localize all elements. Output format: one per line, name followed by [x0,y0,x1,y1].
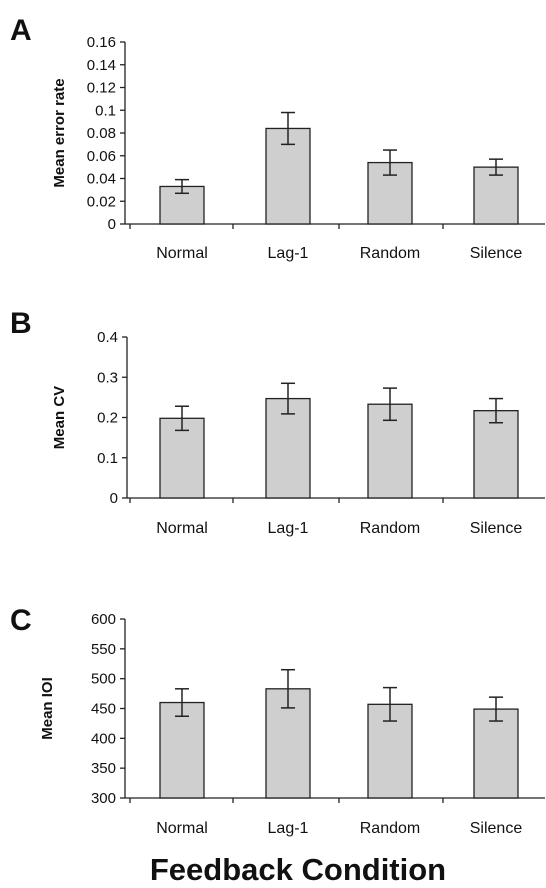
x-category-label: Lag-1 [268,820,309,837]
y-tick-label: 0.04 [87,171,116,188]
y-tick-label: 0.4 [97,329,118,346]
y-tick-label: 0.12 [87,80,116,97]
panel-letter: A [10,14,32,47]
x-category-label: Random [360,245,420,262]
y-tick-label: 0 [108,216,116,233]
error-bar-silence [489,696,503,722]
y-tick-label: 0.1 [97,450,118,467]
error-bar-lag-1 [281,111,295,146]
y-tick-label: 0.16 [87,34,116,51]
x-category-label: Normal [156,820,208,837]
error-bar-random [383,686,397,722]
y-tick-label: 0.08 [87,125,116,142]
panel-letter: C [10,604,32,637]
x-category-label: Silence [470,245,523,262]
error-bar-normal [175,405,189,432]
panel-letter: B [10,307,32,340]
y-tick-label: 600 [91,611,116,628]
x-category-label: Lag-1 [268,245,309,262]
x-category-label: Silence [470,820,523,837]
x-category-label: Normal [156,245,208,262]
error-bar-normal [175,178,189,195]
y-tick-label: 0.3 [97,369,118,386]
error-bar-random [383,149,397,176]
error-bar-silence [489,158,503,176]
x-axis-title: Feedback Condition [150,852,446,887]
bar-silence [473,708,519,799]
y-tick-label: 0.2 [97,410,118,427]
y-axis-label: Mean error rate [51,78,68,187]
x-category-label: Random [360,520,420,537]
panel-c: C Mean IOI 300 350 400 450 500 550 600 Normal Lag-… [10,604,545,837]
panel-b: B Mean CV 0 0.1 0.2 0.3 0.4 Normal Lag-1 Random Si… [10,307,545,537]
panel-a: A Mean error rate 0 0.02 0.04 0.06 0.08 0.1 0.12… [10,14,545,262]
y-tick-label: 0.1 [95,102,116,119]
y-axis-label: Mean IOI [39,677,56,740]
y-tick-label: 350 [91,760,116,777]
y-tick-label: 0 [110,490,118,507]
y-tick-label: 300 [91,790,116,807]
y-tick-label: 0.06 [87,148,116,165]
bar-silence [473,410,519,499]
bar-lag-1 [265,397,311,499]
x-category-label: Normal [156,520,208,537]
bar-normal [159,701,205,799]
y-tick-label: 400 [91,730,116,747]
bar-normal [159,417,205,499]
y-tick-label: 500 [91,671,116,688]
y-tick-label: 0.14 [87,57,116,74]
error-bar-lag-1 [281,668,295,709]
y-tick-label: 550 [91,641,116,658]
error-bar-silence [489,397,503,424]
y-tick-label: 0.02 [87,193,116,210]
error-bar-random [383,387,397,422]
x-category-label: Silence [470,520,523,537]
y-axis-label: Mean CV [51,386,68,449]
error-bar-lag-1 [281,382,295,415]
error-bar-normal [175,688,189,718]
x-category-label: Random [360,820,420,837]
x-category-label: Lag-1 [268,520,309,537]
y-tick-label: 450 [91,701,116,718]
